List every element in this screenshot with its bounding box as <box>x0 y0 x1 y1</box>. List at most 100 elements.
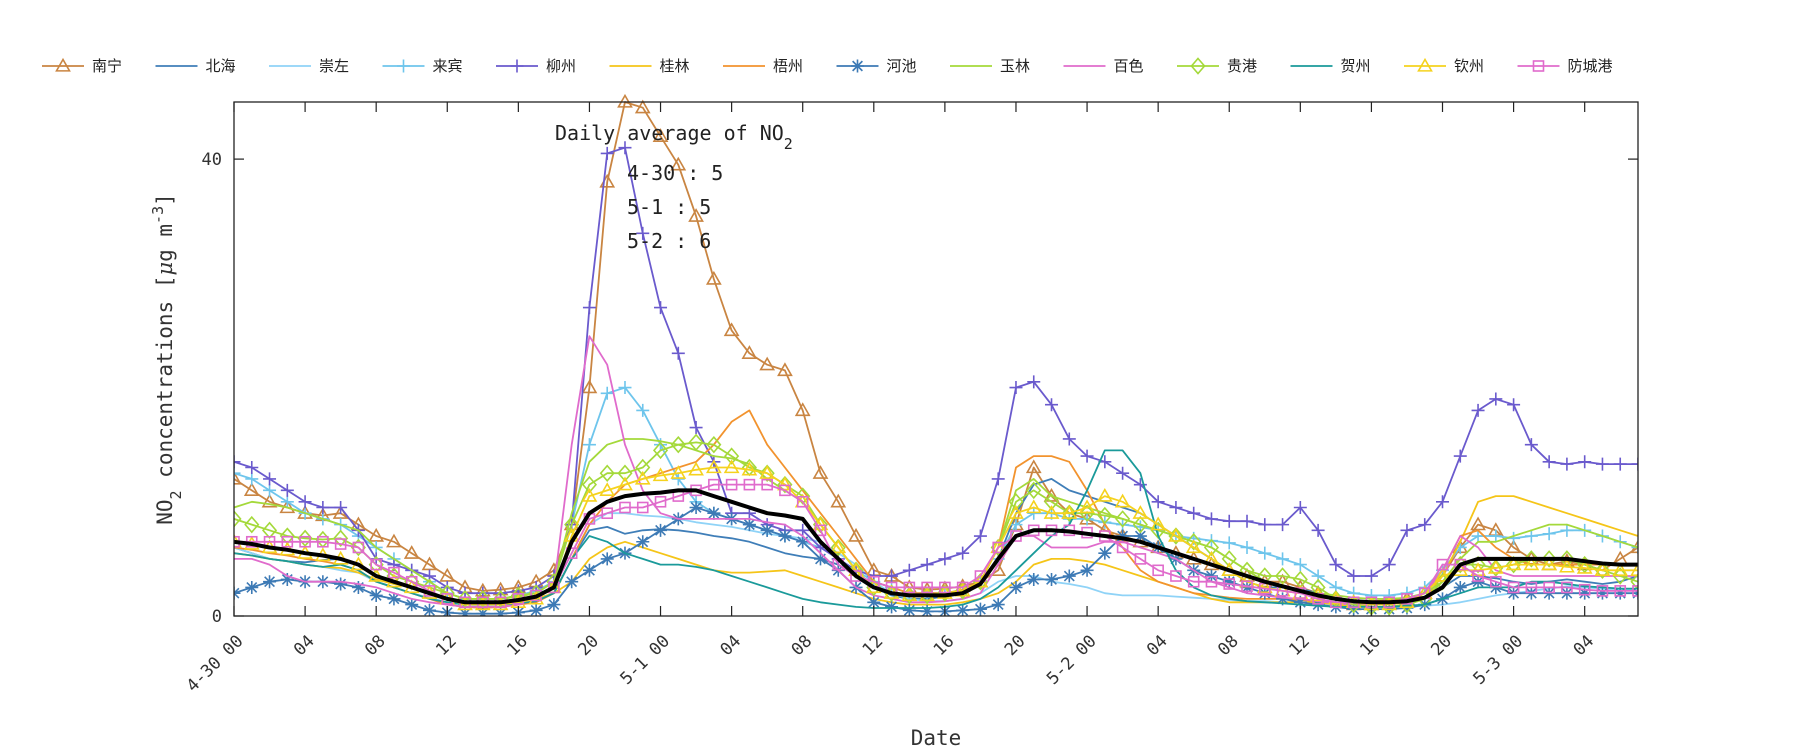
legend-item-2: 崇左 <box>269 57 349 75</box>
series-point-4-55 <box>1204 512 1218 526</box>
series-point-4-57 <box>1240 514 1254 528</box>
series-point-3-23 <box>636 403 650 417</box>
series-point-7-39 <box>920 604 934 616</box>
series-point-4-38 <box>902 563 916 577</box>
series-point-4-62 <box>1329 558 1343 572</box>
series-point-4-32 <box>796 523 810 537</box>
series-point-12-51 <box>1132 505 1149 519</box>
series-point-7-18 <box>547 598 561 612</box>
series-point-7-29 <box>742 518 756 532</box>
series-point-7-11 <box>422 603 436 616</box>
series-point-10-20 <box>581 475 598 494</box>
series-point-13-5 <box>317 535 329 548</box>
series-0 <box>234 94 1638 611</box>
legend-label-9: 百色 <box>1114 57 1144 75</box>
x-tick-label-5: 20 <box>574 631 603 660</box>
series-point-12-52 <box>1150 516 1167 531</box>
legend-item-4: 柳州 <box>496 57 576 75</box>
series-point-10-79 <box>1630 573 1638 591</box>
series-point-7-21 <box>600 552 614 566</box>
series-point-0-8 <box>368 527 385 542</box>
series-point-4-56 <box>1222 514 1236 528</box>
series-point-13-56 <box>1223 578 1236 590</box>
series-point-3-20 <box>582 438 596 452</box>
series-point-0-20 <box>581 379 598 394</box>
series-point-7-59 <box>1276 592 1290 606</box>
series-6 <box>234 409 1638 609</box>
y-tick-label-0: 0 <box>212 607 222 627</box>
series-point-10-56 <box>1221 550 1237 568</box>
series-point-0-9 <box>386 533 402 548</box>
series-point-0-2 <box>261 493 278 508</box>
legend-item-9: 百色 <box>1063 57 1144 75</box>
series-point-4-63 <box>1347 569 1361 583</box>
series-point-3-56 <box>1222 536 1236 550</box>
series-point-10-77 <box>1594 561 1611 580</box>
series-point-13-38 <box>903 581 916 594</box>
legend-item-7: 河池 <box>836 57 917 75</box>
series-point-12-54 <box>1185 539 1202 554</box>
legend-item-3: 来宾 <box>382 57 463 75</box>
legend-marker-0 <box>55 57 71 72</box>
series-14 <box>234 488 1638 605</box>
series-point-4-6 <box>334 500 348 514</box>
series-point-4-67 <box>1418 518 1432 532</box>
series-point-4-21 <box>600 146 614 160</box>
series-point-13-8 <box>370 558 382 571</box>
legend-item-8: 玉林 <box>950 57 1030 75</box>
series-point-12-71 <box>1487 559 1504 574</box>
series-point-13-50 <box>1116 541 1129 554</box>
legend-label-4: 柳州 <box>546 57 576 75</box>
legend-marker-13 <box>1532 60 1545 72</box>
series-point-4-72 <box>1507 398 1521 412</box>
series-point-7-32 <box>796 535 810 549</box>
legend-marker-4 <box>510 59 524 73</box>
series-point-7-44 <box>1009 580 1023 594</box>
series-point-4-54 <box>1187 506 1201 520</box>
series-point-13-30 <box>761 478 773 491</box>
x-tick-label-0: 4-30 00 <box>183 631 248 696</box>
series-point-10-47 <box>1061 504 1077 522</box>
series-point-13-9 <box>388 566 400 579</box>
series-point-12-29 <box>741 461 758 476</box>
series-point-10-13 <box>457 590 473 608</box>
series-point-13-21 <box>601 507 614 520</box>
series-point-13-27 <box>708 478 720 491</box>
legend-label-12: 钦州 <box>1454 57 1484 75</box>
series-point-0-11 <box>421 556 438 571</box>
series-point-4-47 <box>1062 432 1076 446</box>
series-point-12-45 <box>1025 499 1042 514</box>
series-point-12-74 <box>1541 556 1558 571</box>
series-point-13-80 <box>1651 586 1661 596</box>
series-point-3-21 <box>600 386 614 400</box>
series-point-0-27 <box>705 270 722 285</box>
series-point-10-26 <box>688 433 704 452</box>
series-point-12-72 <box>1505 556 1522 571</box>
series-point-7-6 <box>334 577 348 591</box>
series-point-10-44 <box>1008 493 1024 511</box>
series-point-12-26 <box>688 461 704 476</box>
series-point-13-32 <box>796 495 809 508</box>
legend-label-1: 北海 <box>206 57 236 75</box>
series-3 <box>234 381 1638 606</box>
axes: 4-30 00 04 08 12 16 20 5-1 00 04 08 12 16 20 5-2 00 0… <box>149 102 1638 750</box>
series-point-12-76 <box>1576 559 1593 574</box>
series-point-7-31 <box>778 529 792 543</box>
series-point-7-7 <box>351 580 365 594</box>
series-point-10-24 <box>652 441 669 460</box>
legend-item-13: 防城港 <box>1517 57 1613 75</box>
legend-label-2: 崇左 <box>319 57 349 75</box>
series-point-10-21 <box>599 464 615 482</box>
series-point-12-20 <box>581 487 598 502</box>
series-point-0-12 <box>439 567 456 582</box>
series-point-10-34 <box>830 538 846 557</box>
series-point-4-20 <box>582 301 596 315</box>
legend-marker-7 <box>851 59 864 73</box>
series-point-13-71 <box>1490 575 1502 588</box>
series-point-7-50 <box>1116 529 1130 543</box>
series-point-4-22 <box>618 141 632 155</box>
series-point-13-39 <box>921 581 933 594</box>
series-point-4-80 <box>1649 444 1662 457</box>
series-point-13-24 <box>654 495 667 508</box>
